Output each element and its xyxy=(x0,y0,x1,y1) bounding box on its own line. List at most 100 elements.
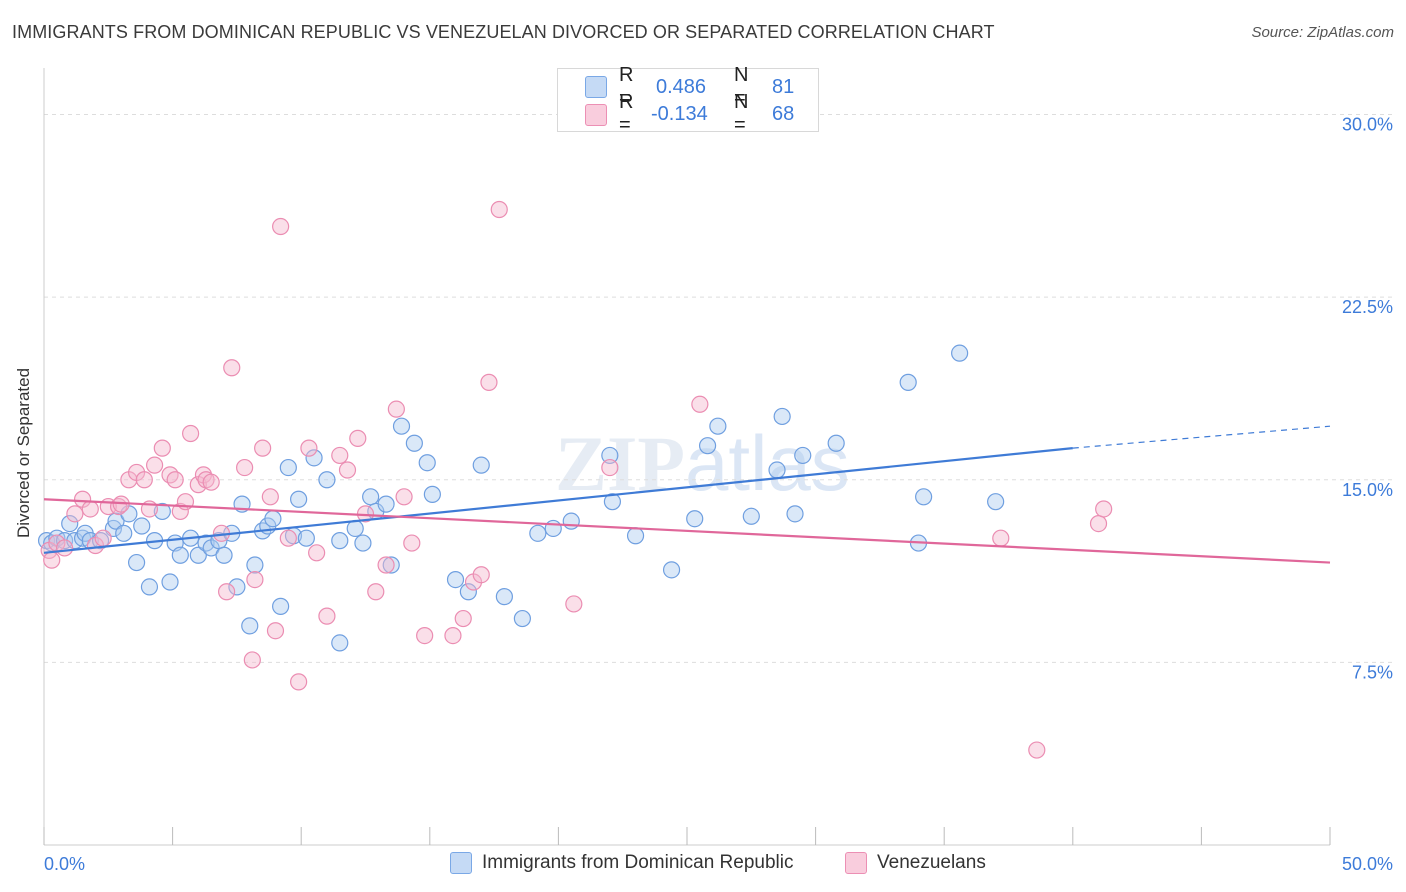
point-venezuelan xyxy=(444,626,462,645)
point-venezuelan xyxy=(601,458,619,477)
point-venezuelan xyxy=(403,534,421,552)
point-dominican xyxy=(987,493,1005,511)
point-dominican xyxy=(272,597,290,615)
point-dominican xyxy=(354,534,372,552)
point-venezuelan xyxy=(279,529,297,547)
bottom-legend-label: Venezuelans xyxy=(877,852,986,873)
point-venezuelan xyxy=(254,439,272,457)
point-venezuelan xyxy=(308,544,326,562)
point-dominican xyxy=(405,434,423,452)
source-label: Source: ZipAtlas.com xyxy=(1251,24,1394,41)
point-dominican xyxy=(115,524,133,542)
point-venezuelan xyxy=(246,570,264,589)
point-venezuelan xyxy=(691,395,709,413)
point-venezuelan xyxy=(480,373,498,391)
point-dominican xyxy=(279,458,297,477)
series-venezuelans xyxy=(40,200,1113,759)
point-dominican xyxy=(794,446,812,465)
point-venezuelan xyxy=(472,566,490,584)
watermark: ZIPatlas xyxy=(555,419,850,507)
point-dominican xyxy=(331,634,349,652)
legend-r-label: R = xyxy=(619,64,634,109)
legend-swatch-blue xyxy=(585,76,607,98)
point-venezuelan xyxy=(1095,500,1113,518)
legend-r-label: R = xyxy=(619,91,634,136)
point-dominican xyxy=(228,578,246,596)
point-venezuelan xyxy=(992,529,1010,547)
point-dominican xyxy=(601,446,619,465)
point-dominican xyxy=(189,546,207,564)
point-dominican xyxy=(377,495,395,513)
point-dominican xyxy=(662,561,681,579)
point-dominican xyxy=(562,512,580,530)
trendline-dominican xyxy=(43,447,1073,554)
point-dominican xyxy=(297,529,315,547)
point-dominican xyxy=(264,510,282,528)
point-dominican xyxy=(827,434,845,452)
point-dominican xyxy=(171,546,189,564)
point-dominican xyxy=(495,588,513,606)
point-dominican xyxy=(61,514,79,533)
point-dominican xyxy=(318,471,336,489)
bottom-legend-swatch-pink xyxy=(845,852,867,874)
point-dominican xyxy=(459,583,477,601)
y-tick-label: 22.5% xyxy=(1342,297,1393,317)
point-dominican xyxy=(305,449,323,467)
point-venezuelan xyxy=(416,626,434,645)
point-venezuelan xyxy=(94,529,112,547)
point-dominican xyxy=(472,456,490,474)
point-dominican xyxy=(768,461,786,479)
legend-r-value: -0.134 xyxy=(651,102,708,125)
point-dominican xyxy=(698,437,717,455)
point-venezuelan xyxy=(202,473,220,491)
point-venezuelan xyxy=(266,622,285,640)
point-venezuelan xyxy=(145,456,164,474)
point-dominican xyxy=(544,519,562,538)
point-venezuelan xyxy=(161,466,179,484)
point-dominican xyxy=(392,417,411,435)
point-dominican xyxy=(133,517,151,535)
point-dominican xyxy=(418,454,436,472)
point-venezuelan xyxy=(135,471,153,489)
x-tick-label: 50.0% xyxy=(1342,854,1393,874)
bottom-legend-swatch-blue xyxy=(450,852,472,874)
series-dominican xyxy=(37,344,1005,652)
legend-n-value: 81 xyxy=(772,75,795,98)
point-dominican xyxy=(241,617,259,635)
point-venezuelan xyxy=(290,673,308,691)
point-dominican xyxy=(246,556,264,574)
point-dominican xyxy=(107,512,125,530)
point-venezuelan xyxy=(367,583,385,601)
point-venezuelan xyxy=(318,607,336,625)
point-dominican xyxy=(423,485,441,503)
bottom-legend-item-venezuelans: Venezuelans xyxy=(845,852,986,874)
point-venezuelan xyxy=(395,488,413,506)
point-venezuelan xyxy=(166,471,184,489)
legend-n-label: N = xyxy=(734,91,749,136)
point-venezuelan xyxy=(1089,514,1108,533)
point-dominican xyxy=(773,407,791,426)
stats-legend: R = 0.486 N = 81 R = -0.134 N = 68 xyxy=(557,64,819,136)
point-venezuelan xyxy=(387,400,405,418)
point-venezuelan xyxy=(338,461,357,479)
point-venezuelan xyxy=(454,609,472,628)
point-dominican xyxy=(915,488,933,506)
point-dominican xyxy=(786,505,804,523)
point-dominican xyxy=(331,532,349,550)
y-tick-label: 7.5% xyxy=(1352,662,1393,682)
trendline-venezuelans xyxy=(43,498,1331,564)
point-venezuelan xyxy=(171,502,189,521)
point-venezuelan xyxy=(349,429,367,447)
legend-r-value: 0.486 xyxy=(656,75,707,98)
point-dominican xyxy=(529,524,547,542)
point-venezuelan xyxy=(1028,741,1046,759)
legend-n-value: 68 xyxy=(772,102,795,125)
legend-swatch-pink xyxy=(585,104,607,126)
point-dominican xyxy=(742,507,760,525)
point-venezuelan xyxy=(490,200,508,219)
legend-n-label: N = xyxy=(734,64,749,109)
point-dominican xyxy=(686,510,704,528)
point-venezuelan xyxy=(43,551,61,569)
point-dominican xyxy=(140,578,159,596)
